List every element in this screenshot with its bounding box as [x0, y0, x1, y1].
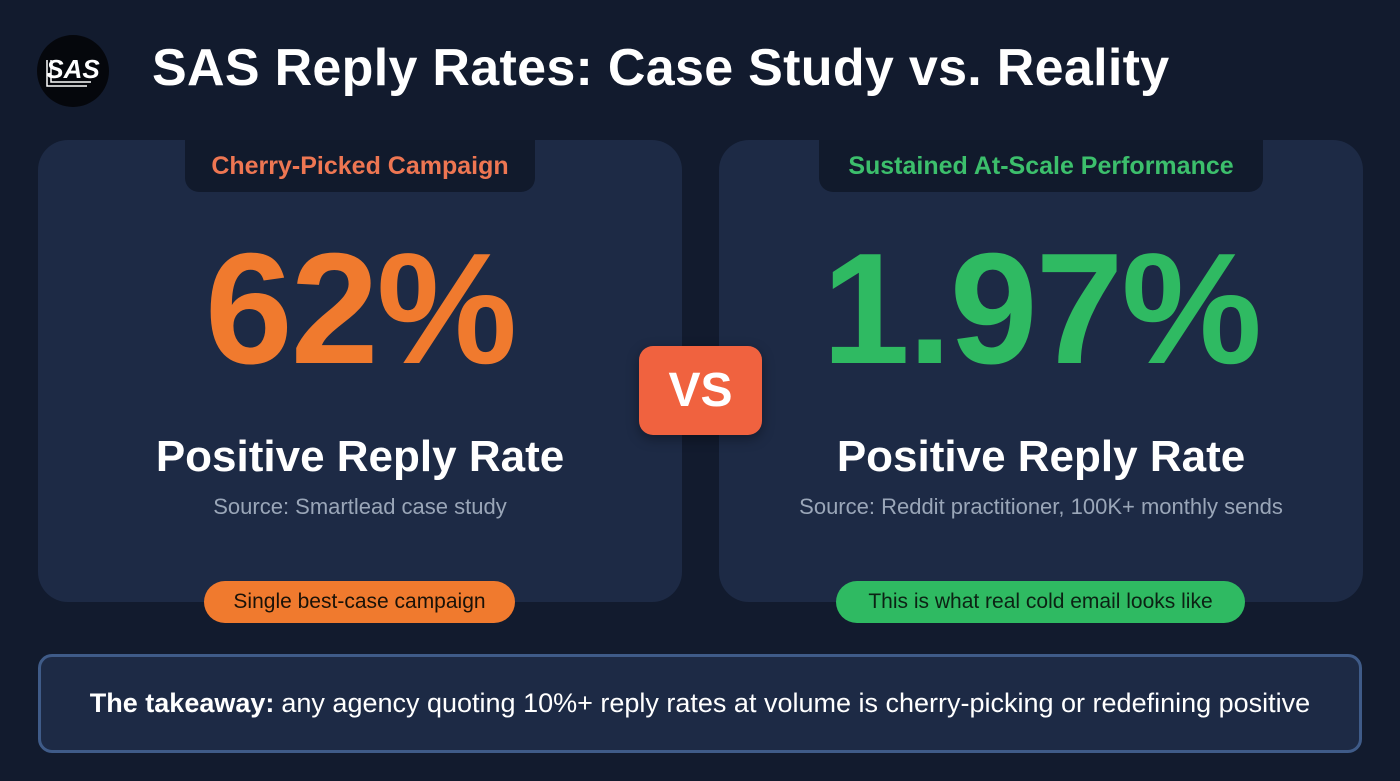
card-tab-label: Cherry-Picked Campaign: [185, 140, 535, 192]
card-tab-label: Sustained At-Scale Performance: [819, 140, 1263, 192]
real-cold-email-badge: This is what real cold email looks like: [836, 581, 1245, 623]
page-title: SAS Reply Rates: Case Study vs. Reality: [152, 39, 1170, 97]
takeaway-lead: The takeaway:: [89, 688, 275, 718]
takeaway-box: The takeaway: any agency quoting 10%+ re…: [38, 654, 1362, 753]
metric-label: Positive Reply Rate: [836, 432, 1246, 481]
reply-rate-value: 62%: [204, 221, 517, 397]
reply-rate-value: 1.97%: [821, 221, 1262, 397]
source-text: Source: Smartlead case study: [213, 494, 507, 519]
svg-text:SAS: SAS: [46, 54, 100, 84]
takeaway-text: any agency quoting 10%+ reply rates at v…: [281, 688, 1311, 718]
case-study-card: Cherry-Picked Campaign 62% Positive Repl…: [38, 140, 682, 602]
best-case-badge: Single best-case campaign: [204, 581, 515, 623]
sas-logo-icon: SAS: [46, 54, 100, 87]
source-text: Source: Reddit practitioner, 100K+ month…: [799, 494, 1283, 519]
metric-label: Positive Reply Rate: [155, 432, 565, 481]
at-scale-card: Sustained At-Scale Performance 1.97% Pos…: [719, 140, 1363, 602]
sas-logo: SAS: [37, 35, 109, 107]
vs-badge: VS: [639, 346, 762, 435]
